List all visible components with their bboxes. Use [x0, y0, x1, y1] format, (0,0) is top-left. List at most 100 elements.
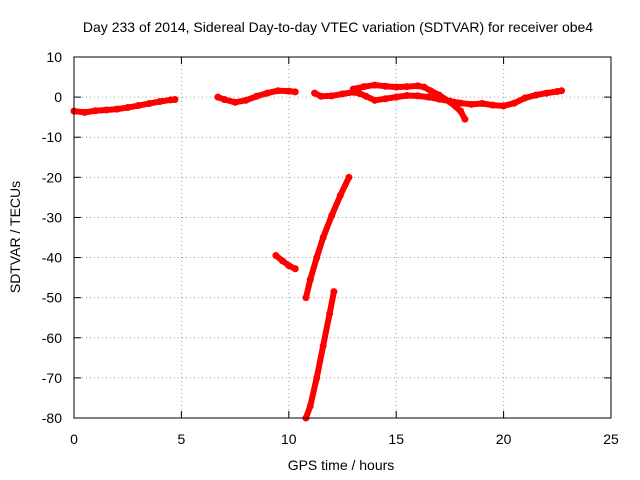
x-tick-label: 10 [281, 431, 297, 447]
series-arc-5 [272, 252, 299, 273]
plot-frame [73, 56, 612, 419]
data-point [345, 173, 353, 181]
data-point [362, 92, 370, 100]
data-point [263, 89, 271, 97]
data-point [328, 211, 336, 219]
data-point [371, 96, 379, 104]
data-point [403, 83, 411, 91]
data-point [326, 310, 334, 318]
y-tick-label: -80 [42, 410, 62, 426]
series-arc-4 [349, 81, 469, 123]
y-tick-label: -60 [42, 330, 62, 346]
data-point [521, 94, 529, 102]
y-tick-label: 10 [46, 49, 62, 65]
data-point [313, 254, 321, 262]
x-tick-label: 15 [388, 431, 404, 447]
data-point [134, 102, 142, 110]
data-point [446, 98, 454, 106]
data-point [420, 83, 428, 91]
data-point [392, 93, 400, 101]
data-point [457, 107, 465, 115]
data-point [467, 100, 475, 108]
data-point [319, 234, 327, 241]
data-point [381, 95, 389, 103]
data-point [285, 87, 293, 95]
data-point [510, 99, 518, 107]
data-point [414, 92, 422, 100]
data-point [272, 252, 280, 260]
data-point [274, 87, 282, 95]
data-point [427, 87, 435, 95]
data-point [500, 102, 508, 110]
series-arc-6 [302, 173, 353, 302]
data-point [424, 93, 432, 101]
data-point [414, 82, 422, 90]
data-point [349, 85, 357, 93]
data-point [91, 107, 99, 115]
y-tick-label: -30 [42, 209, 62, 225]
data-point [291, 88, 299, 96]
data-point [145, 100, 153, 108]
data-point [306, 402, 314, 410]
y-tick-label: -20 [42, 169, 62, 185]
data-point [253, 92, 261, 100]
data-point [330, 288, 338, 296]
series-arc-1 [70, 96, 179, 116]
series-arc-2 [214, 87, 299, 106]
data-point [489, 101, 497, 109]
data-point [543, 89, 551, 97]
data-point [339, 90, 346, 98]
data-point [102, 106, 110, 114]
data-point [319, 342, 327, 350]
data-point [220, 96, 228, 104]
data-point [291, 265, 299, 273]
y-tick-label: -50 [42, 290, 62, 306]
data-point [403, 92, 411, 100]
y-tick-label: 0 [54, 89, 62, 105]
data-point [311, 89, 319, 97]
data-point [336, 191, 344, 199]
data-point [302, 294, 310, 302]
data-point [328, 92, 336, 100]
y-tick-label: -40 [42, 250, 62, 266]
x-tick-label: 25 [603, 431, 619, 447]
data-point [113, 105, 121, 113]
data-point [156, 98, 164, 106]
data-point [285, 262, 293, 270]
y-axis-label: SDTVAR / TECUs [7, 181, 23, 293]
x-axis-label: GPS time / hours [288, 457, 395, 473]
x-tick-label: 20 [496, 431, 512, 447]
grid-layer [74, 57, 611, 418]
data-point [360, 83, 368, 91]
data-point [478, 100, 486, 108]
data-point [317, 92, 325, 100]
x-tick-label: 0 [70, 431, 78, 447]
data-point [313, 374, 321, 382]
data-point [381, 82, 389, 90]
data-point [81, 108, 89, 116]
data-point [171, 96, 179, 104]
data-point [124, 104, 132, 112]
series-arc-7 [302, 288, 338, 422]
data-point [356, 90, 364, 98]
data-point [371, 81, 379, 89]
data-point [214, 93, 222, 101]
x-tick-label: 5 [178, 431, 186, 447]
series-line [272, 252, 299, 272]
data-point [558, 87, 566, 95]
data-point [457, 99, 465, 107]
data-layer [70, 81, 566, 422]
data-point [278, 257, 286, 265]
data-point [435, 91, 443, 99]
data-point [231, 98, 239, 106]
data-point [532, 91, 540, 99]
axis-layer: 0 5 10 15 20 25 -80 -70 -60 -50 -40 -30 -20 -10 0 10 [42, 49, 619, 447]
data-point [242, 96, 250, 104]
data-point [306, 276, 314, 284]
data-point [392, 83, 400, 91]
y-tick-label: -10 [42, 129, 62, 145]
chart-title: Day 233 of 2014, Sidereal Day-to-day VTE… [83, 19, 593, 35]
data-point [461, 115, 469, 123]
y-tick-label: -70 [42, 370, 62, 386]
